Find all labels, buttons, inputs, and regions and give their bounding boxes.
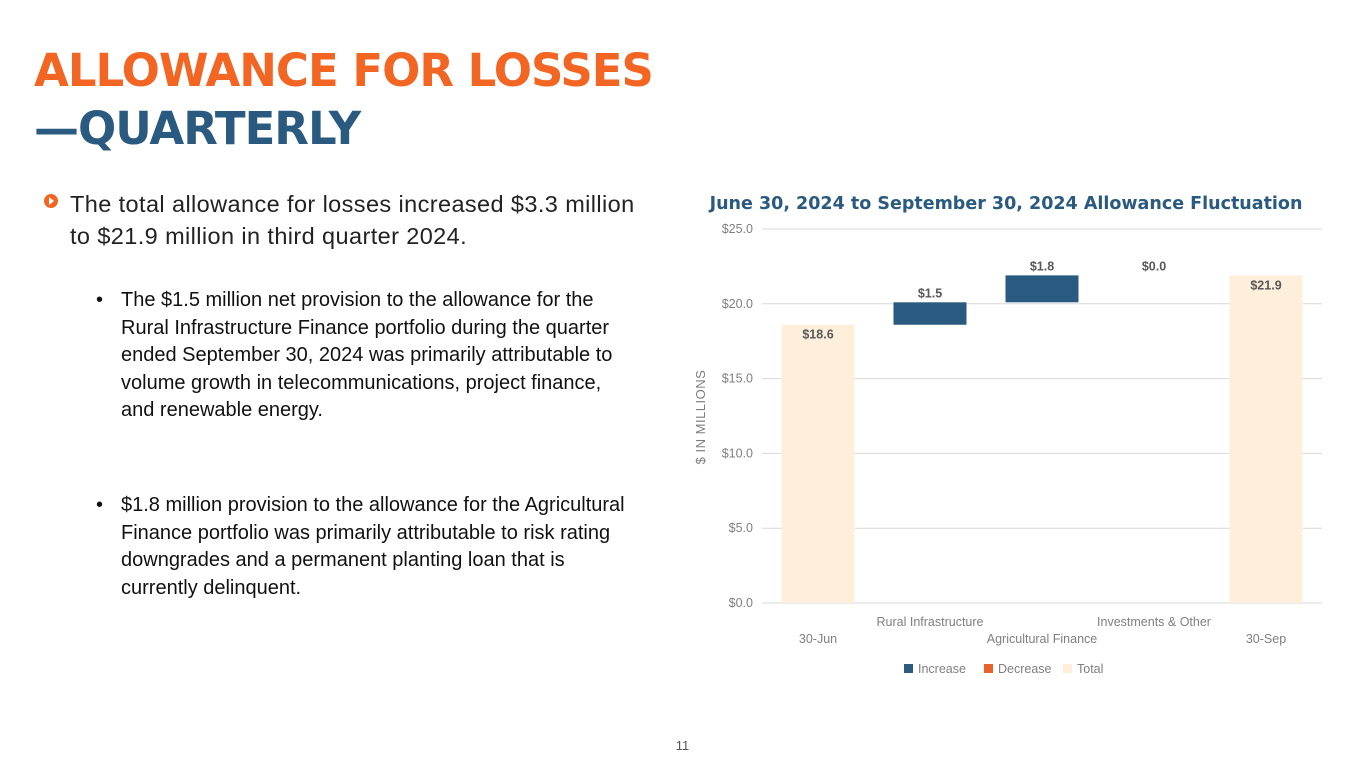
y-tick-label: $0.0	[729, 596, 753, 610]
sub-bullet-agricultural: • $1.8 million provision to the allowanc…	[96, 492, 626, 602]
orange-arrow-bullet-icon	[44, 194, 58, 208]
y-tick-label: $5.0	[729, 521, 753, 535]
legend-label: Decrease	[998, 662, 1052, 676]
data-label: $18.6	[802, 328, 833, 342]
y-axis-label: $ IN MILLIONS	[693, 370, 708, 465]
bullet-dot: •	[96, 289, 104, 311]
legend-swatch	[1063, 664, 1072, 673]
y-tick-label: $10.0	[722, 446, 753, 460]
title-line-1: ALLOWANCE FOR LOSSES	[34, 44, 654, 97]
title-line-2: —QUARTERLY	[34, 102, 361, 155]
sub-bullet-text: $1.8 million provision to the allowance …	[121, 494, 625, 599]
y-tick-label: $15.0	[722, 372, 753, 386]
y-axis-ticks: $0.0 $5.0 $10.0 $15.0 $20.0 $25.0	[722, 222, 753, 610]
main-bullet-text: The total allowance for losses increased…	[70, 191, 635, 249]
bar-total	[781, 324, 855, 603]
data-label: $0.0	[1142, 259, 1166, 273]
x-tick-label: Investments & Other	[1097, 615, 1211, 629]
legend-swatch	[904, 664, 913, 673]
data-label: $21.9	[1250, 278, 1281, 292]
legend-label: Total	[1077, 662, 1103, 676]
bullet-dot: •	[96, 494, 104, 516]
y-tick-label: $25.0	[722, 222, 753, 236]
page-title: ALLOWANCE FOR LOSSES —QUARTERLY	[34, 42, 654, 158]
bars	[781, 275, 1303, 603]
gridlines	[762, 228, 1322, 604]
page-number: 11	[675, 738, 690, 753]
legend-swatch	[984, 664, 993, 673]
chart-title: June 30, 2024 to September 30, 2024 Allo…	[709, 194, 1303, 214]
x-tick-label: Agricultural Finance	[987, 632, 1098, 646]
y-tick-label: $20.0	[722, 297, 753, 311]
legend-label: Increase	[918, 662, 966, 676]
data-label: $1.8	[1030, 259, 1054, 273]
main-bullet: The total allowance for losses increased…	[44, 188, 644, 252]
x-tick-label: 30-Jun	[799, 632, 837, 646]
bar-increase	[893, 302, 967, 325]
x-tick-label: 30-Sep	[1246, 632, 1286, 646]
bar-increase	[1005, 275, 1079, 303]
bar-total	[1229, 275, 1303, 603]
sub-bullet-text: The $1.5 million net provision to the al…	[121, 289, 613, 421]
sub-bullet-rural: • The $1.5 million net provision to the …	[96, 287, 626, 425]
data-label: $1.5	[918, 286, 942, 300]
chart-legend: Increase Decrease Total	[904, 662, 1103, 676]
data-labels: $18.6 $1.5 $1.8 $0.0 $21.9	[802, 259, 1281, 341]
x-tick-label: Rural Infrastructure	[877, 615, 984, 629]
